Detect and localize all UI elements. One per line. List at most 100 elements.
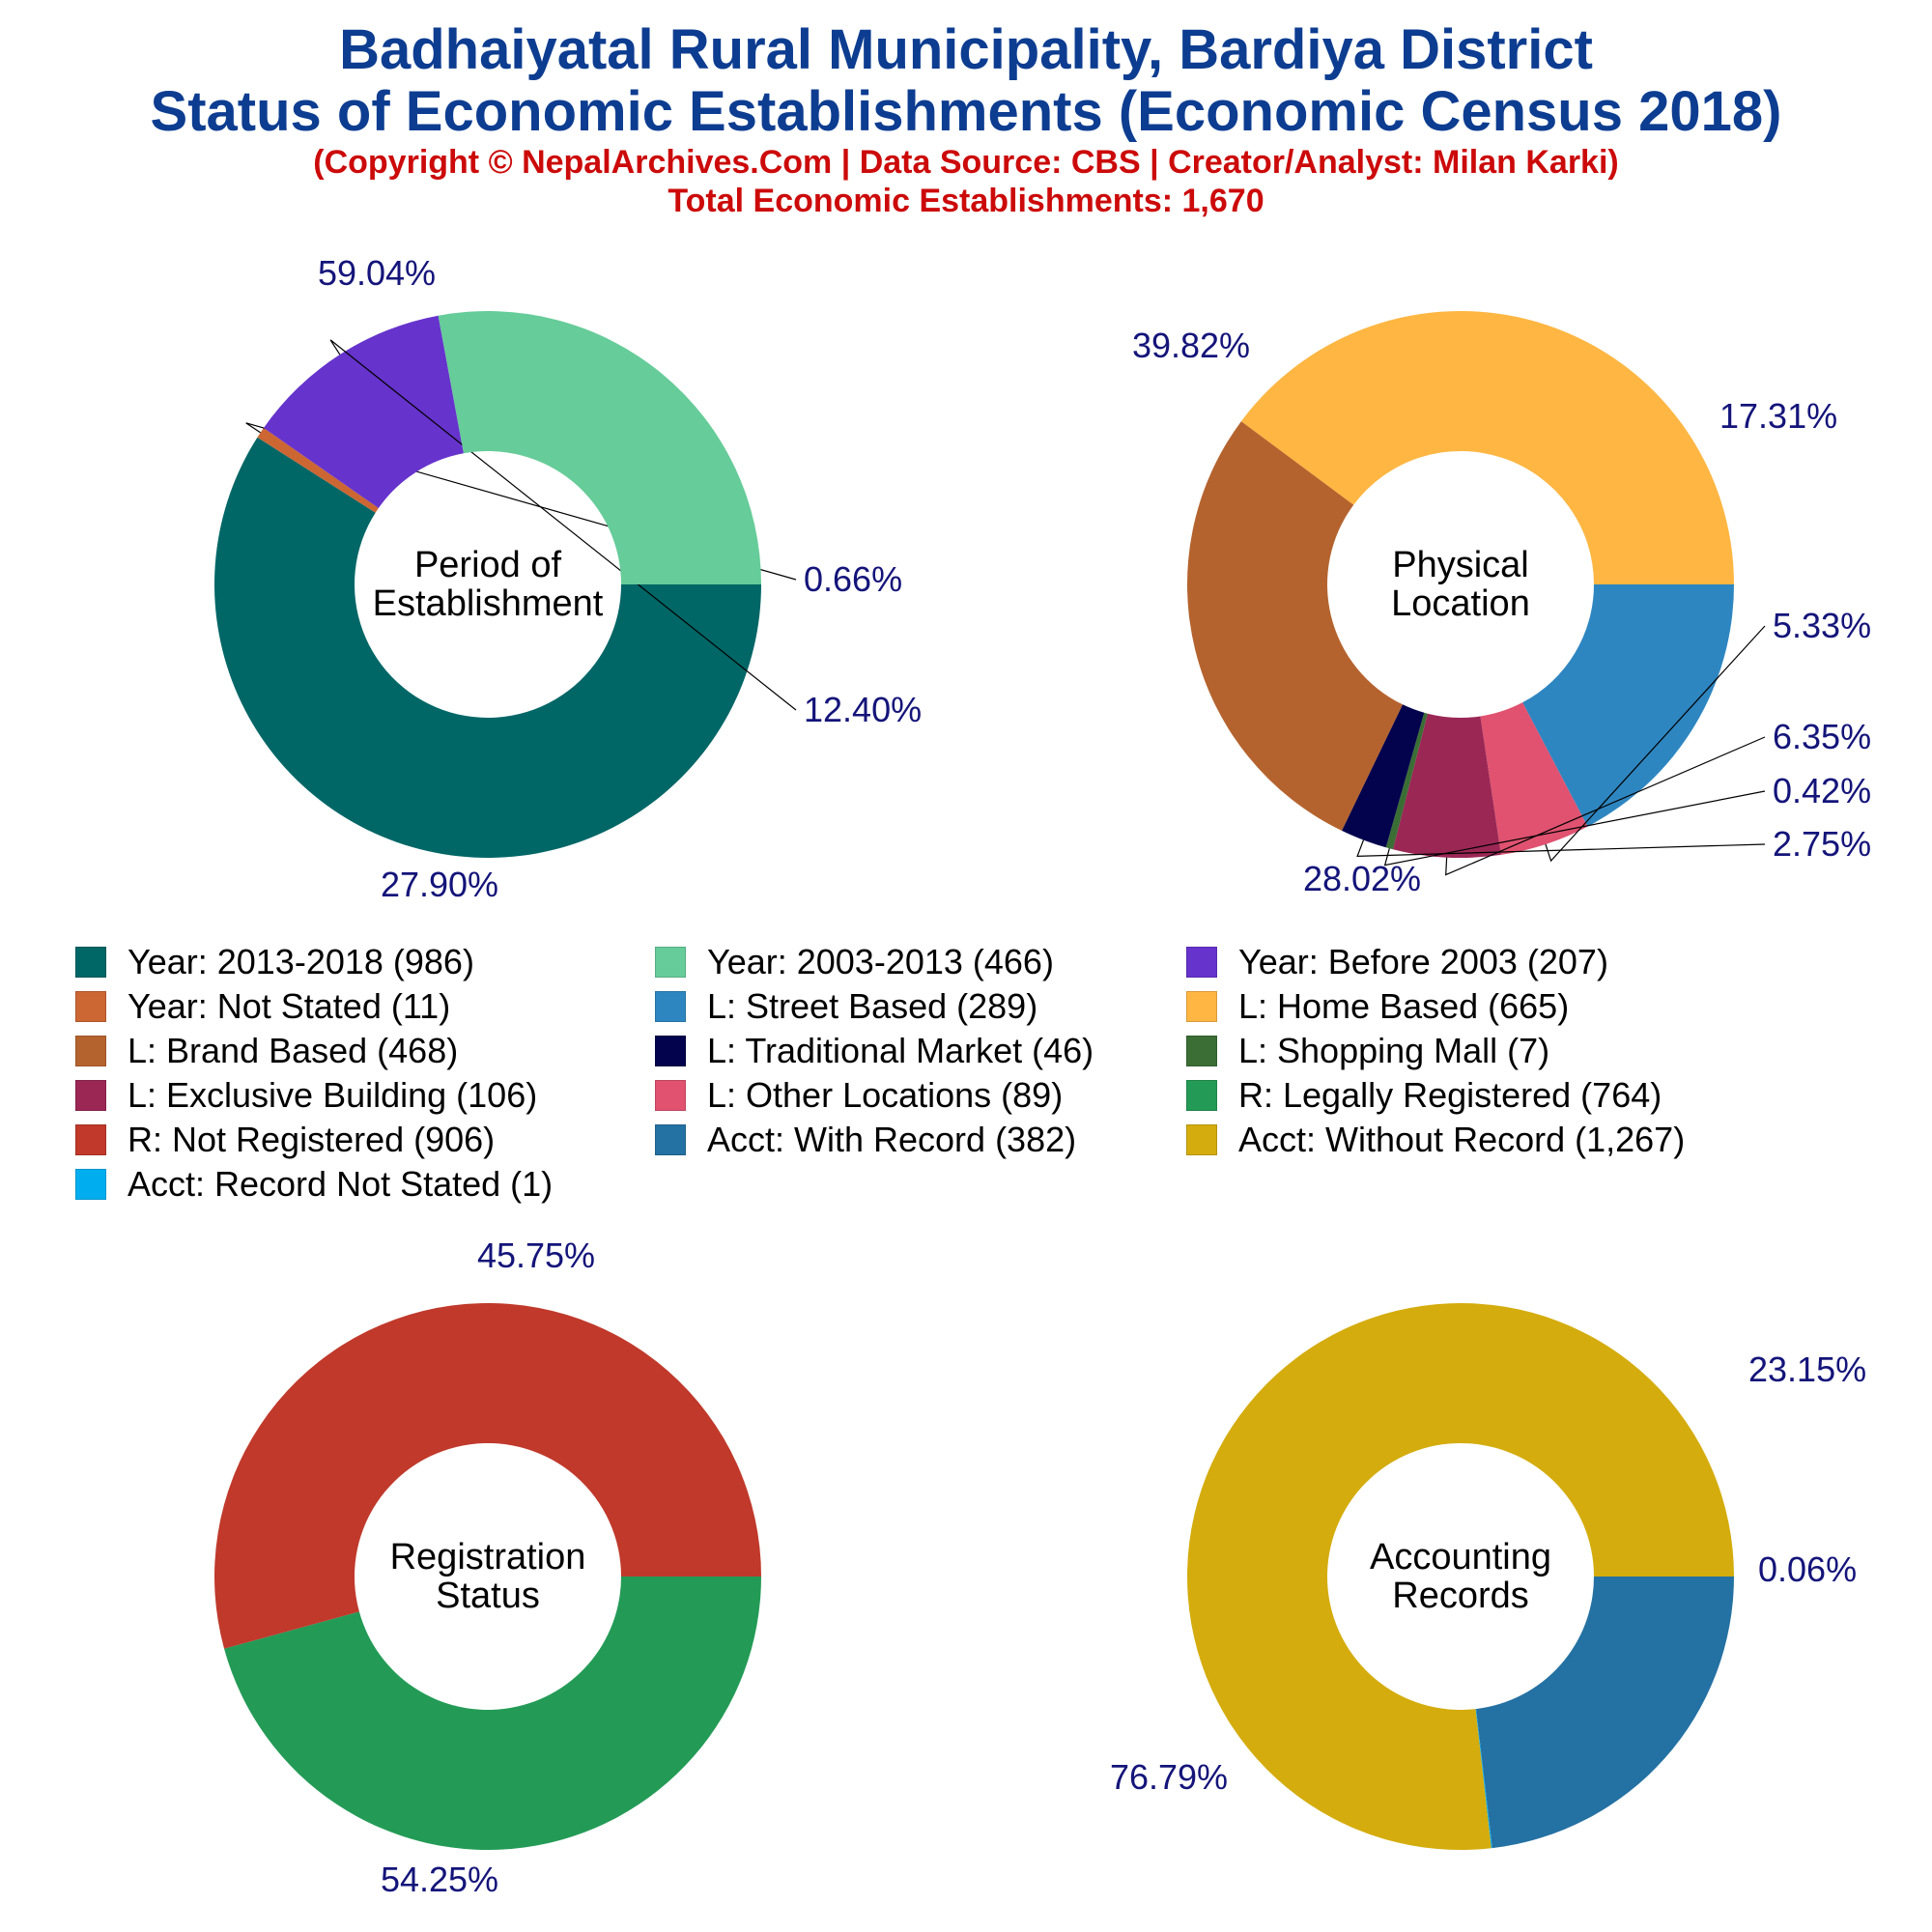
slice-1-2 — [257, 427, 379, 513]
legend-item: L: Street Based (289) — [655, 986, 1186, 1027]
legend-label: Year: Not Stated (11) — [128, 986, 451, 1026]
slice-4-2 — [1475, 1709, 1492, 1849]
legend-label: R: Legally Registered (764) — [1238, 1075, 1662, 1115]
percent-label-1-3: 12.40% — [804, 690, 922, 729]
total-establishments: Total Economic Establishments: 1,670 — [668, 183, 1264, 219]
slice-2-1 — [1522, 584, 1734, 827]
donut-chart-2: 17.31% 5.33% 6.35% 0.42% 2.75% 28.02% 39.82% Ph… — [1132, 311, 1871, 898]
percent-label-4-3: 76.79% — [1110, 1757, 1228, 1797]
leader-line-2-5 — [1356, 839, 1766, 858]
legend-item: Acct: Without Record (1,267) — [1186, 1120, 1766, 1160]
legend-item: L: Other Locations (89) — [655, 1075, 1186, 1116]
chart-title-line-1: Badhaiyatal Rural Municipality, Bardiya … — [339, 18, 1593, 81]
legend-swatch — [1186, 947, 1217, 978]
percent-label-3-1: 45.75% — [477, 1236, 595, 1275]
percent-label-2-3: 6.35% — [1773, 717, 1871, 756]
slice-2-3 — [1392, 713, 1501, 859]
slice-1-4 — [438, 311, 761, 584]
legend-swatch — [1186, 991, 1217, 1022]
legend-label: Acct: Without Record (1,267) — [1238, 1120, 1686, 1159]
center-label-1-1: Period of — [414, 545, 562, 585]
slice-2-7 — [1240, 311, 1734, 584]
slice-1-3 — [263, 315, 464, 509]
legend-label: L: Exclusive Building (106) — [128, 1075, 538, 1115]
center-label-3-2: Status — [436, 1576, 540, 1616]
legend-label: L: Street Based (289) — [707, 986, 1038, 1026]
chart-header: Badhaiyatal Rural Municipality, Bardiya … — [0, 19, 1932, 220]
legend-swatch — [655, 1036, 686, 1066]
slice-2-4 — [1385, 712, 1428, 850]
center-label-2-2: Location — [1391, 583, 1530, 624]
legend-swatch — [1186, 1080, 1217, 1111]
legend-swatch — [655, 947, 686, 978]
percent-label-2-2: 5.33% — [1773, 606, 1871, 645]
legend-label: L: Traditional Market (46) — [707, 1031, 1094, 1070]
legend-label: Year: 2003-2013 (466) — [707, 942, 1054, 981]
center-label-1-2: Establishment — [373, 583, 604, 624]
percent-label-2-4: 0.42% — [1773, 771, 1871, 810]
legend-label: L: Other Locations (89) — [707, 1075, 1064, 1115]
legend-swatch — [75, 1169, 106, 1200]
legend-item: R: Legally Registered (764) — [1186, 1075, 1766, 1116]
legend-label: Acct: Record Not Stated (1) — [128, 1164, 554, 1204]
donut-chart-1: 59.04% 0.66% 12.40% 27.90% Period ofEstablis… — [213, 253, 922, 904]
center-label-2-1: Physical — [1392, 545, 1529, 585]
legend-item: R: Not Registered (906) — [75, 1120, 655, 1160]
slice-3-1 — [224, 1577, 761, 1850]
legend-label: Year: Before 2003 (207) — [1238, 942, 1608, 981]
percent-label-1-2: 0.66% — [804, 559, 902, 599]
slice-4-1 — [1475, 1577, 1734, 1849]
slice-4-3 — [1187, 1302, 1734, 1850]
legend-item: Year: Before 2003 (207) — [1186, 942, 1766, 982]
legend-label: L: Shopping Mall (7) — [1238, 1031, 1550, 1070]
legend-swatch — [655, 1124, 686, 1155]
percent-label-1-4: 27.90% — [381, 865, 498, 904]
legend-swatch — [655, 1080, 686, 1111]
legend-swatch — [1186, 1124, 1217, 1155]
legend-swatch — [75, 1124, 106, 1155]
percent-label-2-6: 28.02% — [1303, 859, 1421, 898]
legend-item: L: Traditional Market (46) — [655, 1031, 1186, 1071]
legend-swatch — [75, 991, 106, 1022]
legend-item: Year: 2003-2013 (466) — [655, 942, 1186, 982]
legend-label: L: Brand Based (468) — [128, 1031, 459, 1070]
legend-swatch — [655, 991, 686, 1022]
percent-label-3-2: 54.25% — [381, 1860, 498, 1899]
legend-item: L: Brand Based (468) — [75, 1031, 655, 1071]
percent-label-1-1: 59.04% — [318, 253, 436, 293]
slice-2-6 — [1187, 421, 1404, 831]
slice-2-5 — [1342, 704, 1425, 848]
legend-swatch — [75, 947, 106, 978]
legend-label: Acct: With Record (382) — [707, 1120, 1077, 1159]
percent-label-4-1: 23.15% — [1748, 1350, 1866, 1389]
legend-item: Year: Not Stated (11) — [75, 986, 655, 1027]
legend-item: Acct: Record Not Stated (1) — [75, 1164, 655, 1205]
legend-label: R: Not Registered (906) — [128, 1120, 496, 1159]
percent-label-2-1: 17.31% — [1719, 396, 1837, 436]
legend-swatch — [75, 1080, 106, 1111]
legend-label: Year: 2013-2018 (986) — [128, 942, 474, 981]
slice-3-2 — [213, 1302, 761, 1649]
legend-item: L: Shopping Mall (7) — [1186, 1031, 1766, 1071]
legend-item: Year: 2013-2018 (986) — [75, 942, 655, 982]
center-label-4-2: Records — [1392, 1576, 1529, 1616]
legend-label: L: Home Based (665) — [1238, 986, 1570, 1026]
legend-item: L: Home Based (665) — [1186, 986, 1766, 1027]
percent-label-4-2: 0.06% — [1758, 1549, 1857, 1589]
legend-item: L: Exclusive Building (106) — [75, 1075, 655, 1116]
legend: Year: 2013-2018 (986) Year: 2003-2013 (46… — [75, 942, 1911, 1205]
leader-line-2-3 — [1445, 736, 1766, 876]
center-label-4-1: Accounting — [1370, 1537, 1551, 1577]
center-label-3-1: Registration — [390, 1537, 586, 1577]
legend-swatch — [1186, 1036, 1217, 1066]
copyright-note: (Copyright © NepalArchives.Com | Data So… — [313, 144, 1619, 181]
percent-label-2-5: 2.75% — [1773, 824, 1871, 864]
leader-line-2-2 — [1545, 625, 1766, 863]
slice-1-1 — [213, 437, 761, 859]
chart-title-line-2: Status of Economic Establishments (Econo… — [150, 80, 1782, 143]
slice-2-2 — [1480, 702, 1588, 855]
leader-line-1-3 — [329, 339, 797, 711]
